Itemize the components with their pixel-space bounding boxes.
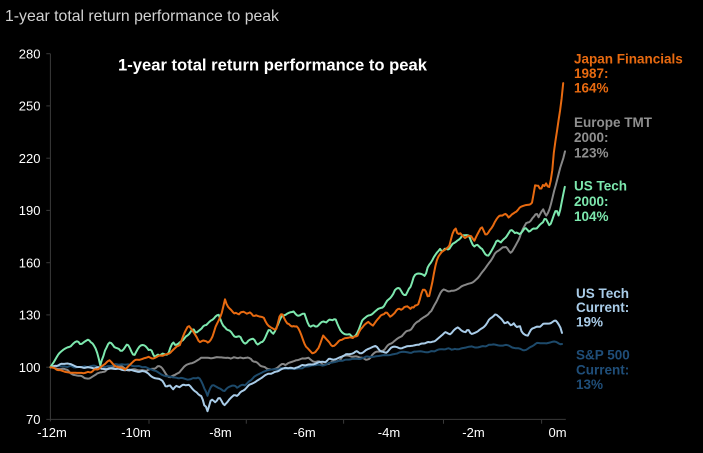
svg-text:123%: 123%: [574, 145, 609, 160]
svg-text:2000:: 2000:: [574, 194, 609, 209]
svg-text:13%: 13%: [576, 377, 603, 392]
svg-text:-12m: -12m: [37, 425, 67, 440]
svg-text:190: 190: [19, 203, 41, 218]
svg-text:Japan Financials: Japan Financials: [574, 51, 683, 66]
svg-text:Current:: Current:: [576, 300, 629, 315]
svg-text:250: 250: [19, 99, 41, 114]
svg-text:220: 220: [19, 151, 41, 166]
svg-text:130: 130: [19, 308, 41, 323]
svg-text:0m: 0m: [548, 425, 566, 440]
svg-text:19%: 19%: [576, 315, 603, 330]
svg-text:160: 160: [19, 256, 41, 271]
svg-text:Europe TMT: Europe TMT: [574, 115, 653, 130]
svg-text:1-year total return performanc: 1-year total return performance to peak: [5, 8, 279, 25]
svg-text:2000:: 2000:: [574, 130, 609, 145]
svg-text:70: 70: [26, 412, 40, 427]
svg-text:-2m: -2m: [462, 425, 484, 440]
svg-text:US Tech: US Tech: [574, 179, 627, 194]
svg-text:-4m: -4m: [378, 425, 400, 440]
svg-text:104%: 104%: [574, 209, 609, 224]
svg-text:280: 280: [19, 47, 41, 62]
svg-text:-8m: -8m: [209, 425, 231, 440]
svg-text:1-year total return performanc: 1-year total return performance to peak: [118, 55, 428, 74]
svg-text:100: 100: [19, 360, 41, 375]
svg-text:164%: 164%: [574, 81, 609, 96]
svg-text:S&P 500: S&P 500: [576, 348, 630, 363]
svg-text:Current:: Current:: [576, 363, 629, 378]
svg-text:1987:: 1987:: [574, 66, 609, 81]
svg-text:-10m: -10m: [121, 425, 151, 440]
svg-text:-6m: -6m: [293, 425, 315, 440]
svg-text:US Tech: US Tech: [576, 286, 629, 301]
